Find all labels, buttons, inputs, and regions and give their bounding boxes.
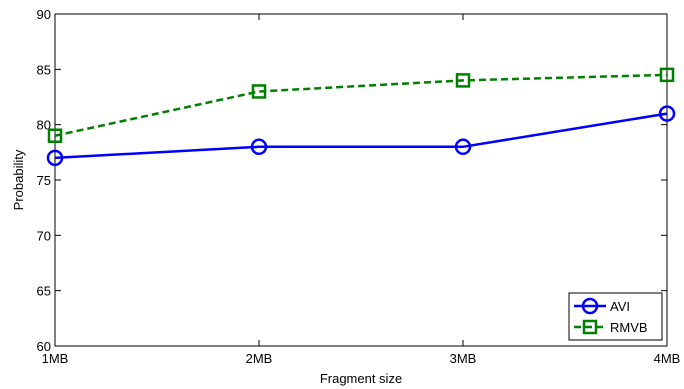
x-axis: 1MB 2MB 3MB 4MB (42, 14, 681, 366)
legend-label: AVI (610, 299, 630, 314)
data-point (46, 149, 64, 167)
y-tick-label: 70 (37, 228, 51, 243)
data-point (659, 67, 675, 83)
x-tick-label: 2MB (246, 351, 273, 366)
y-tick-label: 90 (37, 7, 51, 22)
series-layer (46, 67, 676, 167)
x-tick-label: 3MB (450, 351, 477, 366)
y-tick-label: 65 (37, 284, 51, 299)
data-point (47, 128, 63, 143)
plot-area (54, 13, 668, 347)
series-rmvb (47, 67, 675, 143)
x-tick-label: 4MB (654, 351, 681, 366)
data-point (455, 73, 471, 88)
data-point (251, 84, 267, 99)
legend-marker (581, 297, 599, 315)
series-line (54, 112, 668, 160)
legend: AVI RMVB (568, 292, 663, 341)
y-tick-label: 75 (37, 173, 51, 188)
y-tick-label: 85 (37, 62, 51, 77)
data-point (454, 138, 472, 156)
series-line (54, 73, 668, 137)
y-axis: 60 65 70 75 80 85 90 (37, 7, 667, 354)
x-tick-label: 1MB (42, 351, 69, 366)
y-tick-label: 60 (37, 339, 51, 354)
data-point (658, 105, 676, 122)
data-point (250, 138, 268, 156)
legend-marker (582, 319, 598, 335)
y-tick-label: 80 (37, 118, 51, 133)
y-axis-label: Probability (11, 149, 26, 210)
x-axis-label: Fragment size (320, 371, 402, 386)
legend-label: RMVB (610, 320, 648, 335)
series-avi (46, 105, 676, 167)
